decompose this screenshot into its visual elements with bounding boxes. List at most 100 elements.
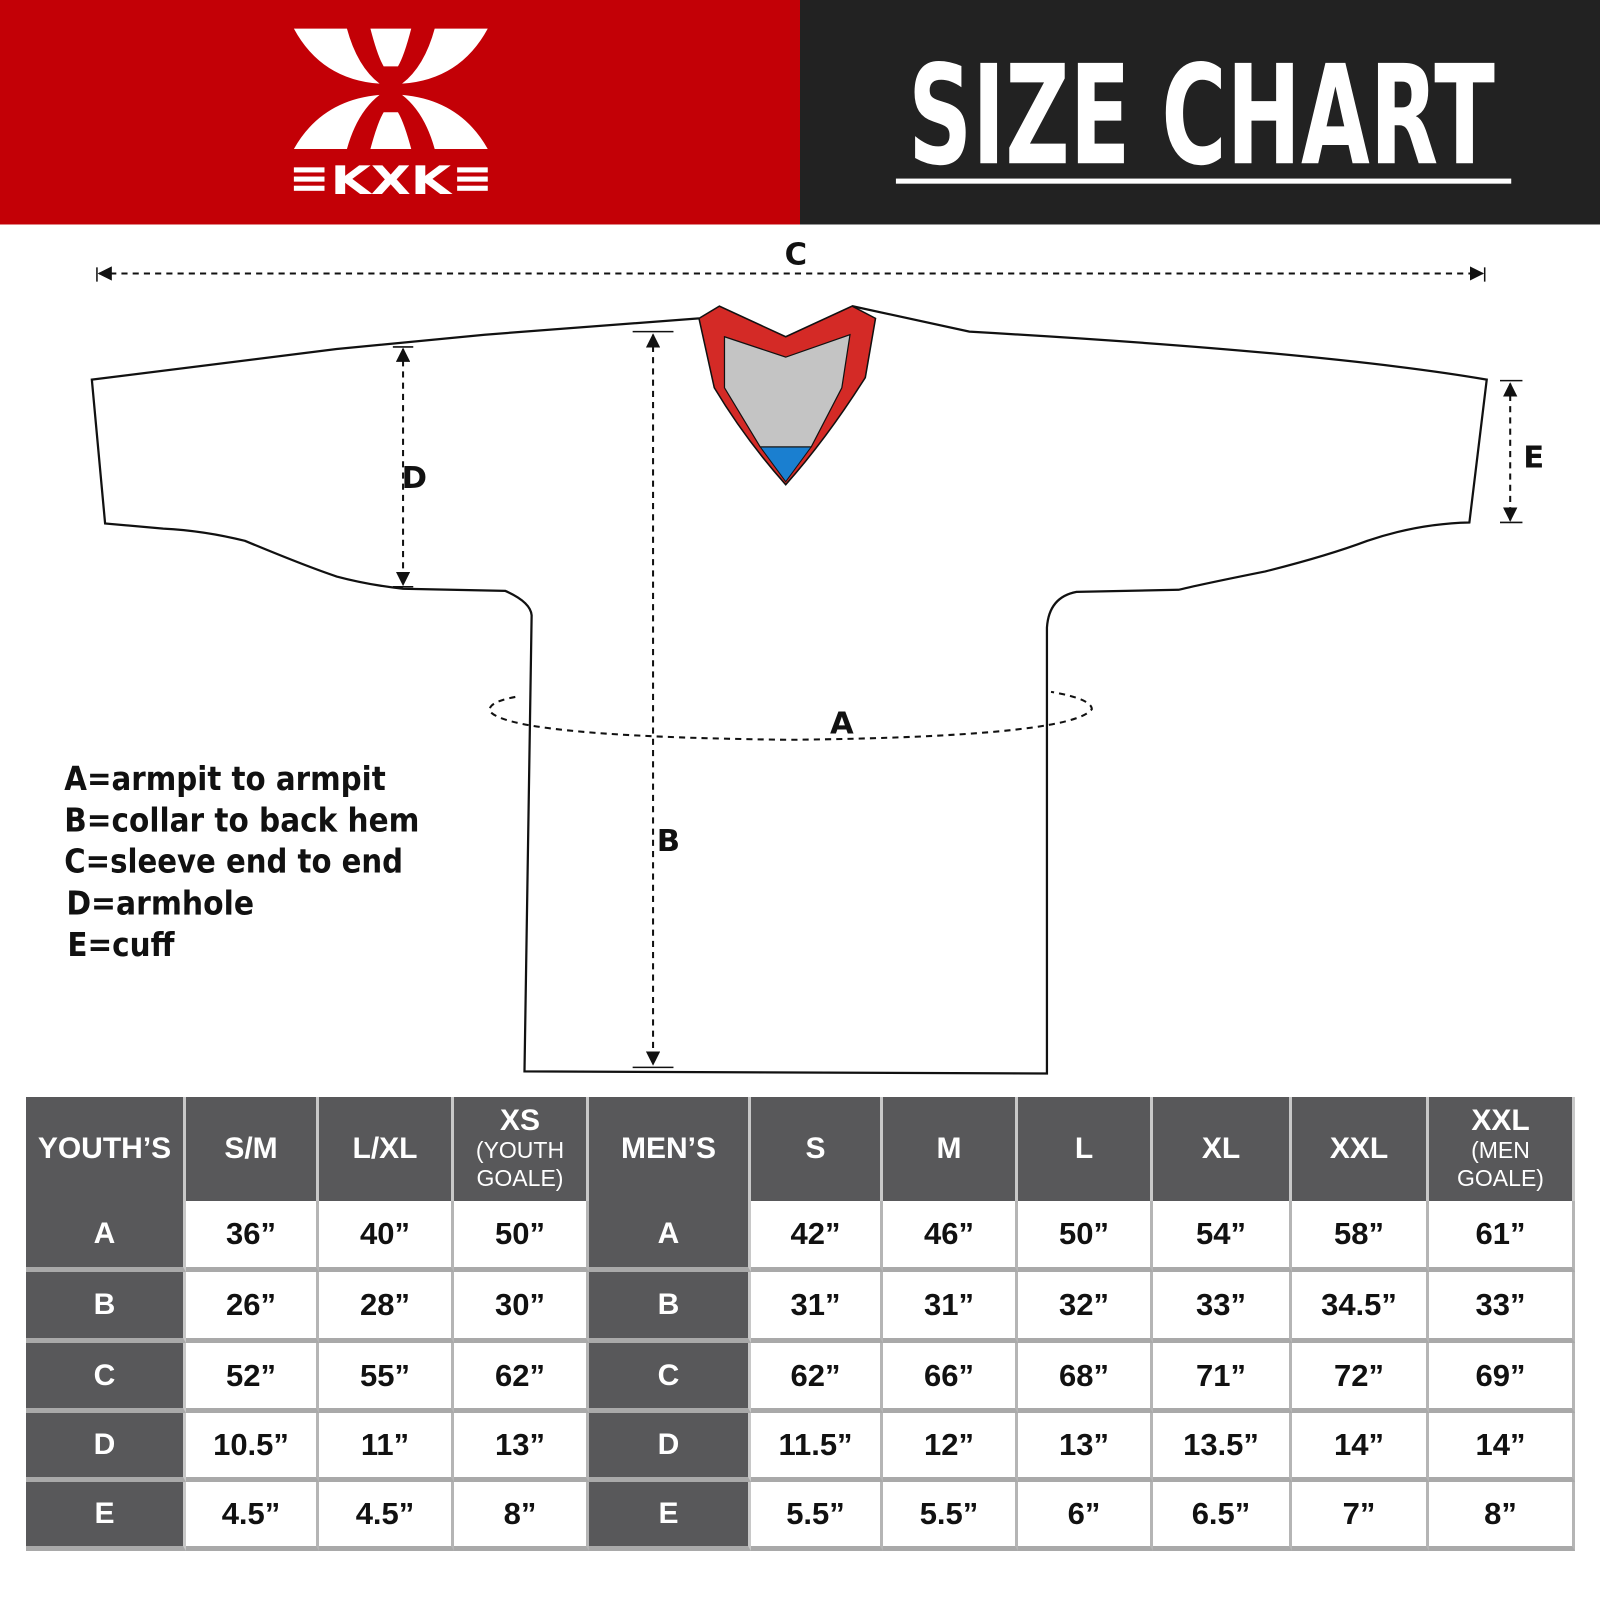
- youth-value-cell-text: 28”: [360, 1287, 410, 1322]
- men-value-cell: 72”: [1292, 1343, 1429, 1413]
- legend-item: C=sleeve end to end: [64, 842, 403, 880]
- men-value-cell-text: 68”: [1059, 1357, 1109, 1393]
- men-row-label: D: [589, 1413, 751, 1482]
- youth-value-cell-text: 11”: [360, 1427, 410, 1462]
- youth-value-cell: 30”: [454, 1272, 589, 1343]
- men-value-cell: 5.5”: [883, 1482, 1018, 1551]
- men-header: MEN’S: [589, 1097, 751, 1201]
- men-row-label-text: A: [657, 1217, 680, 1250]
- men-value-cell: 31”: [883, 1272, 1018, 1343]
- men-row-label-text: C: [657, 1358, 680, 1392]
- men-value-cell-text: 34.5”: [1321, 1287, 1397, 1322]
- men-value-cell: 61”: [1429, 1201, 1575, 1272]
- men-value-cell: 7”: [1292, 1482, 1429, 1551]
- men-value-cell: 33”: [1429, 1272, 1575, 1343]
- youth-header-text: YOUTH’S: [37, 1132, 172, 1165]
- youth-value-cell: 26”: [186, 1272, 319, 1343]
- men-size-header: XXL: [1292, 1097, 1429, 1201]
- youth-row-label-text: B: [93, 1288, 116, 1321]
- men-size-header: XL: [1153, 1097, 1292, 1201]
- youth-row-label-text: E: [94, 1497, 115, 1530]
- youth-size-header: XS (YOUTH GOALE): [454, 1097, 589, 1201]
- men-value-cell: 58”: [1292, 1201, 1429, 1272]
- youth-row-label: E: [26, 1482, 186, 1551]
- youth-value-cell: 4.5”: [186, 1482, 319, 1551]
- youth-value-cell-text: 50”: [495, 1216, 545, 1251]
- youth-size-header-text: L/XL: [352, 1132, 418, 1165]
- men-value-cell-text: 42”: [790, 1216, 841, 1251]
- legend-item: D=armhole: [66, 884, 254, 922]
- men-size-header-text: S: [805, 1132, 826, 1165]
- men-size-header-subtext: (MEN GOALE): [1457, 1137, 1544, 1191]
- men-row-label: E: [589, 1482, 751, 1551]
- men-value-cell: 13.5”: [1153, 1413, 1292, 1482]
- men-value-cell: 5.5”: [751, 1482, 883, 1551]
- youth-value-cell-text: 62”: [495, 1357, 545, 1393]
- men-row-label: A: [589, 1201, 751, 1272]
- men-value-cell-text: 50”: [1059, 1216, 1109, 1251]
- men-value-cell-text: 33”: [1196, 1287, 1246, 1322]
- youth-size-header: L/XL: [319, 1097, 454, 1201]
- men-size-header-text: L: [1074, 1132, 1094, 1165]
- men-value-cell: 14”: [1429, 1413, 1575, 1482]
- youth-value-cell-text: 36”: [226, 1216, 276, 1251]
- youth-row-label-text: A: [93, 1217, 116, 1250]
- men-value-cell-text: 13.5”: [1183, 1427, 1259, 1462]
- label-c: C: [785, 237, 807, 272]
- youth-size-header: S/M: [186, 1097, 319, 1201]
- men-size-header: S: [751, 1097, 883, 1201]
- men-value-cell: 50”: [1018, 1201, 1153, 1272]
- men-value-cell: 42”: [751, 1201, 883, 1272]
- youth-value-cell: 52”: [186, 1343, 319, 1413]
- youth-row-label-text: C: [93, 1358, 116, 1392]
- men-value-cell: 68”: [1018, 1343, 1153, 1413]
- collar-blue-insert: [759, 446, 813, 483]
- youth-value-cell: 40”: [319, 1201, 454, 1272]
- page-title: SIZE CHART: [908, 36, 1495, 196]
- men-value-cell: 46”: [883, 1201, 1018, 1272]
- men-size-header-text: M: [936, 1132, 962, 1165]
- men-value-cell: 62”: [751, 1343, 883, 1413]
- youth-value-cell-text: 13”: [495, 1427, 545, 1462]
- youth-size-header-text: XS: [499, 1104, 541, 1137]
- men-value-cell: 6”: [1018, 1482, 1153, 1551]
- men-size-header-text: XXL: [1471, 1104, 1530, 1137]
- men-value-cell-text: 33”: [1475, 1287, 1526, 1322]
- men-value-cell-text: 7”: [1342, 1496, 1376, 1531]
- men-size-header: M: [883, 1097, 1018, 1201]
- header-title-panel: [800, 0, 1600, 225]
- measurement-legend: A=armpit to armpit B=collar to back hem …: [64, 760, 419, 964]
- youth-value-cell-text: 52”: [226, 1357, 276, 1393]
- men-size-header: XXL (MEN GOALE): [1429, 1097, 1575, 1201]
- men-value-cell: 8”: [1429, 1482, 1575, 1551]
- men-value-cell-text: 58”: [1334, 1216, 1384, 1251]
- men-value-cell: 34.5”: [1292, 1272, 1429, 1343]
- youth-value-cell-text: 8”: [503, 1496, 537, 1531]
- legend-item: B=collar to back hem: [64, 802, 419, 840]
- youth-row-label: B: [26, 1272, 186, 1343]
- youth-value-cell: 28”: [319, 1272, 454, 1343]
- men-size-header-text: XL: [1201, 1132, 1241, 1165]
- size-table: YOUTH’S S/M L/XL XS (YOUTH GOALE) MEN’S S M L XL X…: [26, 1097, 1575, 1551]
- men-value-cell: 11.5”: [751, 1413, 883, 1482]
- men-value-cell-text: 72”: [1334, 1357, 1384, 1393]
- youth-size-header-subtext: (YOUTH GOALE): [475, 1137, 565, 1191]
- men-value-cell-text: 69”: [1475, 1357, 1526, 1393]
- men-value-cell-text: 31”: [924, 1287, 974, 1322]
- men-value-cell: 33”: [1153, 1272, 1292, 1343]
- men-value-cell-text: 8”: [1484, 1496, 1517, 1531]
- men-value-cell-text: 32”: [1059, 1287, 1109, 1322]
- men-row-label-text: D: [657, 1428, 680, 1461]
- men-value-cell-text: 5.5”: [786, 1496, 845, 1531]
- men-value-cell-text: 61”: [1475, 1216, 1526, 1251]
- men-value-cell-text: 31”: [790, 1287, 841, 1322]
- men-value-cell: 69”: [1429, 1343, 1575, 1413]
- label-d: D: [402, 461, 427, 496]
- men-value-cell-text: 12”: [924, 1427, 974, 1462]
- men-value-cell-text: 6”: [1067, 1496, 1101, 1531]
- men-value-cell-text: 71”: [1196, 1357, 1246, 1393]
- youth-row-label: D: [26, 1413, 186, 1482]
- men-size-header: L: [1018, 1097, 1153, 1201]
- men-value-cell: 14”: [1292, 1413, 1429, 1482]
